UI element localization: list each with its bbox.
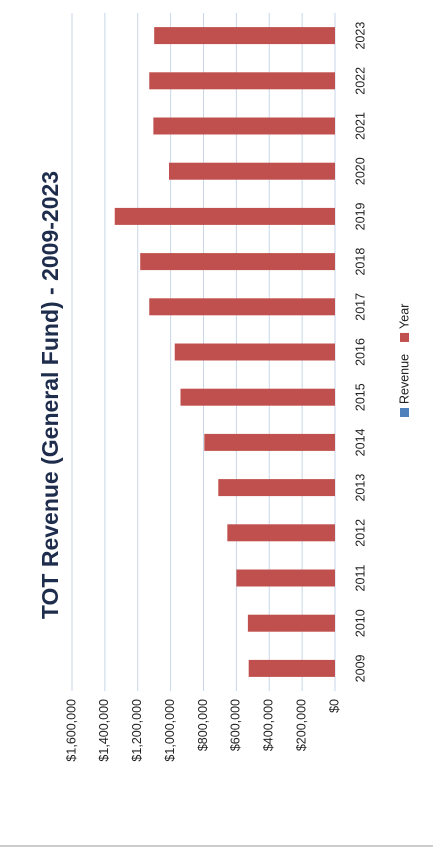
bar	[174, 343, 335, 361]
x-tick-label: 2012	[353, 519, 367, 547]
legend-label: Year	[397, 304, 411, 329]
bar	[149, 72, 335, 90]
y-tick-label: $800,000	[196, 699, 210, 751]
y-tick-label: $1,000,000	[163, 699, 177, 762]
x-tick-label: 2017	[353, 293, 367, 321]
bar	[218, 479, 335, 497]
rotated-chart: TOT Revenue (General Fund) - 2009-2023 $…	[37, 13, 411, 762]
bar	[236, 569, 335, 587]
x-tick-label: 2011	[353, 565, 367, 592]
x-tick-label: 2016	[353, 338, 367, 366]
y-tick-label: $1,600,000	[64, 699, 78, 762]
y-tick-label: $0	[327, 699, 341, 713]
bar	[248, 659, 335, 677]
x-tick-label: 2009	[353, 654, 367, 682]
legend-swatch	[400, 332, 409, 342]
x-tick-label: 2018	[353, 248, 367, 276]
bar	[204, 433, 335, 451]
bar	[114, 207, 335, 225]
chart-title: TOT Revenue (General Fund) - 2009-2023	[37, 171, 63, 619]
bar	[168, 162, 335, 180]
x-tick-label: 2010	[353, 609, 367, 637]
y-tick-label: $600,000	[229, 699, 243, 751]
x-tick-label: 2021	[353, 112, 367, 140]
bar	[247, 614, 336, 632]
x-tick-label: 2023	[353, 22, 367, 50]
bar	[149, 298, 335, 316]
y-tick-label: $400,000	[262, 699, 276, 751]
y-tick-label: $1,200,000	[130, 699, 144, 762]
bar	[154, 27, 335, 45]
x-tick-label: 2015	[353, 383, 367, 411]
bar	[227, 524, 336, 542]
bar	[180, 388, 335, 406]
bar	[153, 117, 335, 135]
legend-label: Revenue	[397, 354, 411, 404]
x-tick-label: 2014	[353, 428, 367, 456]
x-tick-label: 2019	[353, 202, 367, 230]
x-tick-label: 2013	[353, 474, 367, 502]
y-tick-label: $200,000	[294, 699, 308, 751]
x-tick-label: 2022	[353, 67, 367, 95]
legend-swatch	[400, 408, 409, 417]
y-tick-label: $1,400,000	[97, 699, 111, 762]
bar	[140, 253, 335, 271]
x-tick-label: 2020	[353, 157, 367, 185]
